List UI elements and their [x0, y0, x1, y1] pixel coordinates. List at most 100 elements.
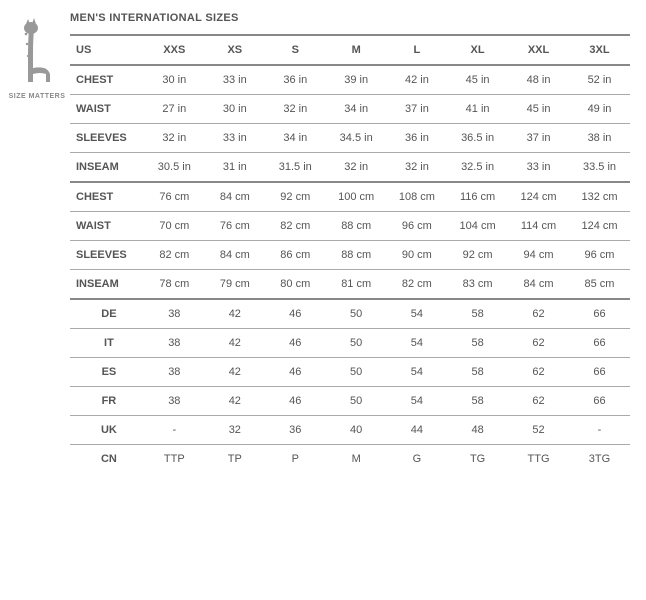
cell: 66: [569, 358, 630, 387]
cell: 32 in: [144, 124, 205, 153]
table-row: CNTTPTPPMGTGTTG3TG: [70, 445, 630, 474]
row-label: INSEAM: [70, 270, 144, 300]
cell: 124 cm: [569, 212, 630, 241]
cell: 45 in: [447, 65, 508, 95]
col-header: US: [70, 35, 144, 65]
col-header: 3XL: [569, 35, 630, 65]
cell: 27 in: [144, 95, 205, 124]
cell: 32 in: [387, 153, 448, 183]
cell: 42: [205, 387, 265, 416]
cell: 31.5 in: [265, 153, 326, 183]
cell: 85 cm: [569, 270, 630, 300]
cell: 30.5 in: [144, 153, 205, 183]
cell: 62: [508, 358, 569, 387]
col-header: XS: [205, 35, 265, 65]
table-row: CHEST30 in33 in36 in39 in42 in45 in48 in…: [70, 65, 630, 95]
cell: 92 cm: [447, 241, 508, 270]
cell: 36.5 in: [447, 124, 508, 153]
cell: 86 cm: [265, 241, 326, 270]
table-row: DE3842465054586266: [70, 299, 630, 329]
cell: 100 cm: [326, 182, 387, 212]
cell: 88 cm: [326, 212, 387, 241]
cell: 50: [326, 387, 387, 416]
table-row: INSEAM78 cm79 cm80 cm81 cm82 cm83 cm84 c…: [70, 270, 630, 300]
cell: 94 cm: [508, 241, 569, 270]
cell: 42: [205, 358, 265, 387]
cell: 38: [144, 358, 205, 387]
cell: 50: [326, 299, 387, 329]
cell: -: [569, 416, 630, 445]
giraffe-icon: [14, 16, 60, 86]
row-label: WAIST: [70, 95, 144, 124]
cell: 84 cm: [508, 270, 569, 300]
cell: 81 cm: [326, 270, 387, 300]
row-label: CN: [70, 445, 144, 474]
cell: 30 in: [144, 65, 205, 95]
cell: 37 in: [508, 124, 569, 153]
page-container: SIZE MATTERS MEN'S INTERNATIONAL SIZES U…: [0, 0, 646, 485]
cell: 90 cm: [387, 241, 448, 270]
cell: -: [144, 416, 205, 445]
cell: M: [326, 445, 387, 474]
row-label: CHEST: [70, 182, 144, 212]
cell: TTP: [144, 445, 205, 474]
table-row: FR3842465054586266: [70, 387, 630, 416]
cell: 38: [144, 387, 205, 416]
cell: 38 in: [569, 124, 630, 153]
table-title: MEN'S INTERNATIONAL SIZES: [70, 12, 630, 24]
cell: 32.5 in: [447, 153, 508, 183]
cell: G: [387, 445, 448, 474]
logo-caption: SIZE MATTERS: [8, 93, 66, 100]
cell: 32: [205, 416, 265, 445]
row-label: SLEEVES: [70, 241, 144, 270]
cell: 33.5 in: [569, 153, 630, 183]
cell: 96 cm: [569, 241, 630, 270]
cell: 66: [569, 329, 630, 358]
cell: 42 in: [387, 65, 448, 95]
cell: 76 cm: [144, 182, 205, 212]
table-row: INSEAM30.5 in31 in31.5 in32 in32 in32.5 …: [70, 153, 630, 183]
cell: 116 cm: [447, 182, 508, 212]
col-header: M: [326, 35, 387, 65]
cell: 62: [508, 299, 569, 329]
table-row: CHEST76 cm84 cm92 cm100 cm108 cm116 cm12…: [70, 182, 630, 212]
cell: 54: [387, 299, 448, 329]
cell: 96 cm: [387, 212, 448, 241]
cell: 54: [387, 358, 448, 387]
cell: 46: [265, 299, 326, 329]
cell: 70 cm: [144, 212, 205, 241]
cell: 32 in: [326, 153, 387, 183]
cell: 58: [447, 299, 508, 329]
table-row: SLEEVES82 cm84 cm86 cm88 cm90 cm92 cm94 …: [70, 241, 630, 270]
cell: 34 in: [265, 124, 326, 153]
cell: 36: [265, 416, 326, 445]
table-row: SLEEVES32 in33 in34 in34.5 in36 in36.5 i…: [70, 124, 630, 153]
cell: 84 cm: [205, 182, 265, 212]
cell: 46: [265, 387, 326, 416]
cell: 44: [387, 416, 448, 445]
cell: TP: [205, 445, 265, 474]
cell: 48: [447, 416, 508, 445]
cell: 76 cm: [205, 212, 265, 241]
cell: 66: [569, 299, 630, 329]
table-row: ES3842465054586266: [70, 358, 630, 387]
cell: 33 in: [205, 124, 265, 153]
cell: 32 in: [265, 95, 326, 124]
cell: 50: [326, 329, 387, 358]
cell: 108 cm: [387, 182, 448, 212]
row-label: FR: [70, 387, 144, 416]
cell: TG: [447, 445, 508, 474]
table-row: IT3842465054586266: [70, 329, 630, 358]
cell: 50: [326, 358, 387, 387]
cell: 36 in: [387, 124, 448, 153]
cell: 42: [205, 299, 265, 329]
cell: 46: [265, 358, 326, 387]
cell: 82 cm: [265, 212, 326, 241]
cell: 39 in: [326, 65, 387, 95]
cell: 54: [387, 329, 448, 358]
cell: 92 cm: [265, 182, 326, 212]
cell: 52: [508, 416, 569, 445]
row-label: UK: [70, 416, 144, 445]
cell: 37 in: [387, 95, 448, 124]
cell: 38: [144, 329, 205, 358]
